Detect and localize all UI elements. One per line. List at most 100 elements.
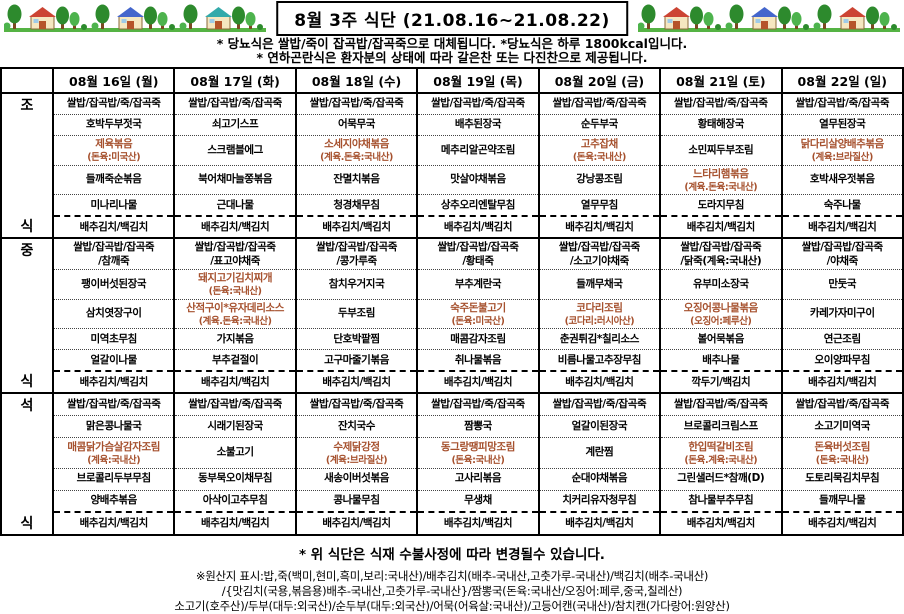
- menu-item-cell: 쌀밥/잡곡밥/잡곡죽/닭죽(계육:국내산): [659, 237, 782, 270]
- menu-item-cell: 들깨무채국: [537, 269, 661, 300]
- meal-label-char: 조: [20, 98, 34, 114]
- menu-item-cell: 얼갈이나물: [51, 349, 175, 372]
- menu-item-cell: 오징어콩나물볶음 (오징어:페루산): [659, 298, 782, 329]
- menu-item-cell: 닭다리살양배추볶음 (계육:브라질산): [780, 135, 903, 166]
- banner: 8월 3주 식단 (21.08.16~21.08.22): [0, 0, 904, 36]
- menu-item-cell: 쌀밥/잡곡밥/죽/잡곡죽: [294, 392, 418, 416]
- menu-item-cell: 팽이버섯된장국: [51, 269, 175, 300]
- menu-item-cell: 삼치엿장구이: [51, 298, 175, 329]
- menu-item-cell: 동부묵오이채무침: [173, 467, 296, 491]
- meal-label-char: 석: [20, 398, 34, 415]
- menu-item-cell: 단호박팥찜: [294, 328, 418, 350]
- menu-item-cell: 맛살야채볶음: [416, 164, 539, 195]
- menu-item-cell: 고추잡채 (돈육:국내산): [537, 135, 661, 166]
- menu-item-cell: 느타리햄볶음 (계육.돈육:국내산): [659, 164, 782, 195]
- menu-item-cell: 메추리알곤약조림: [416, 135, 539, 166]
- day-header-4: 08월 20일 (금): [537, 68, 661, 94]
- menu-item-cell: 산적구이*유자데리소스 (계육.돈육:국내산): [173, 298, 296, 329]
- menu-item-cell: 들깨죽순볶음: [51, 164, 175, 195]
- menu-row: 양배추볶음 아삭이고추무침 콩나물무침 무생채 치커리유자청무침 참나물부추무침 들깨무나물: [1, 489, 903, 513]
- menu-item-cell: 어묵무국: [294, 114, 418, 136]
- menu-item-cell: 쌀밥/잡곡밥/잡곡죽/참깨죽: [51, 237, 175, 270]
- menu-item-cell: 매콤닭가슴살감자조림 (계육:국내산): [51, 436, 175, 469]
- houses-trees-decoration-left: [4, 4, 266, 32]
- menu-item-cell: 쌀밥/잡곡밥/잡곡죽/소고기야채죽: [537, 237, 661, 270]
- meal-label-char: 식: [20, 219, 34, 236]
- menu-item-cell: 쌀밥/잡곡밥/죽/잡곡죽: [780, 92, 903, 115]
- menu-item-cell: 배추김치/백김치: [416, 215, 539, 239]
- menu-item-cell: 두부조림: [294, 298, 418, 329]
- day-header-0: 08월 16일 (월): [51, 68, 175, 94]
- menu-item-cell: 소세지야채볶음 (계육.돈육:국내산): [294, 135, 418, 166]
- menu-item-cell: 미역초무침: [51, 328, 175, 350]
- menu-row: 배추김치/백김치 배추김치/백김치 배추김치/백김치 배추김치/백김치 배추김치/백김치…: [1, 511, 903, 536]
- menu-row: 조 식 쌀밥/잡곡밥/죽/잡곡죽 쌀밥/잡곡밥/죽/잡곡죽 쌀밥/잡곡밥/죽/잡곡죽 쌀밥…: [0, 91, 903, 239]
- menu-item-cell: 카레가자미구이: [780, 298, 903, 329]
- menu-item-cell: 새송이버섯볶음: [294, 467, 418, 491]
- menu-item-cell: 브로콜리두부무침: [51, 467, 175, 491]
- menu-item-cell: 배추김치/백김치: [537, 370, 661, 394]
- menu-item-cell: 배추김치/백김치: [173, 370, 296, 394]
- menu-item-cell: 아삭이고추무침: [173, 489, 296, 513]
- page-title: 8월 3주 식단 (21.08.16~21.08.22): [276, 1, 628, 36]
- menu-item-cell: 오이양파무침: [780, 349, 903, 372]
- day-header-row: 08월 16일 (월) 08월 17일 (화) 08월 18일 (수) 08월 19일…: [0, 68, 903, 94]
- day-header-6: 08월 22일 (일): [780, 68, 903, 94]
- menu-item-cell: 코다리조림 (코다리:러시아산): [537, 298, 661, 329]
- menu-item-cell: 쌀밥/잡곡밥/잡곡죽/야채죽: [780, 237, 903, 270]
- menu-item-cell: 유부미소장국: [659, 269, 782, 300]
- day-header-2: 08월 18일 (수): [294, 68, 418, 94]
- menu-item-cell: 배추김치/백김치: [780, 370, 903, 394]
- menu-item-cell: 미나리나물: [51, 194, 175, 217]
- menu-item-cell: 배추김치/백김치: [659, 511, 782, 536]
- menu-item-cell: 가지볶음: [173, 328, 296, 350]
- menu-item-cell: 들깨무나물: [780, 489, 903, 513]
- menu-item-cell: 배추김치/백김치: [51, 511, 175, 536]
- origin-line: 소고기(호주산)/두부(대두:외국산)/순두부(대두:외국산)/어묵(어육살:국…: [174, 599, 730, 614]
- origin-line: ※원산지 표시:밥,죽(백미,현미,흑미,보리:국내산)/배추김치(배추-국내산…: [195, 569, 709, 584]
- meal-label-char: 식: [20, 374, 34, 391]
- day-header-3: 08월 19일 (목): [416, 68, 539, 94]
- menu-row: 팽이버섯된장국 돼지고기김치찌개 (돈육:국내산) 참치우거지국 부추계란국 들깨무채국 유…: [1, 269, 903, 300]
- menu-item-cell: 동그랑땡피망조림 (돈육:국내산): [416, 436, 539, 469]
- menu-item-cell: 소민찌두부조림: [659, 135, 782, 166]
- menu-row: 맑은콩나물국 시래기된장국 잔치국수 짬뽕국 얼갈이된장국 브로콜리크림스프 소고기미역국: [1, 415, 903, 438]
- menu-item-cell: 배추된장국: [416, 114, 539, 136]
- menu-item-cell: 숙주돈불고기 (돈육:미국산): [416, 298, 539, 329]
- menu-row: 배추김치/백김치 배추김치/백김치 배추김치/백김치 배추김치/백김치 배추김치/백김치…: [1, 215, 903, 239]
- menu-item-cell: 배추김치/백김치: [416, 511, 539, 536]
- meal-label-char: 중: [20, 243, 34, 260]
- menu-item-cell: 강낭콩조림: [537, 164, 661, 195]
- menu-item-cell: 쇠고기스프: [173, 114, 296, 136]
- menu-item-cell: 배추김치/백김치: [173, 215, 296, 239]
- menu-row: 호박두부젓국 쇠고기스프 어묵무국 배추된장국 순두부국 황태해장국 열무된장국: [1, 114, 903, 136]
- menu-row: 배추김치/백김치 배추김치/백김치 배추김치/백김치 배추김치/백김치 배추김치/백김치…: [1, 370, 903, 394]
- menu-row: 브로콜리두부무침 동부묵오이채무침 새송이버섯볶음 고사리볶음 순대야채볶음 그린샐러드*…: [1, 467, 903, 491]
- menu-item-cell: 잔치국수: [294, 415, 418, 438]
- menu-row: 중 식 쌀밥/잡곡밥/잡곡죽/참깨죽 쌀밥/잡곡밥/잡곡죽/표고야채죽 쌀밥/잡곡밥/잡…: [0, 237, 903, 394]
- menu-item-cell: 돈육버섯조림 (돈육:국내산): [780, 436, 903, 469]
- menu-item-cell: 쌀밥/잡곡밥/죽/잡곡죽: [173, 392, 296, 416]
- table-header: 08월 16일 (월) 08월 17일 (화) 08월 18일 (수) 08월 19일…: [0, 68, 903, 94]
- menu-item-cell: 얼갈이된장국: [537, 415, 661, 438]
- menu-item-cell: 부추계란국: [416, 269, 539, 300]
- menu-table: 08월 16일 (월) 08월 17일 (화) 08월 18일 (수) 08월 19일…: [0, 67, 904, 537]
- menu-item-cell: 수제닭강정 (계육:브라질산): [294, 436, 418, 469]
- menu-item-cell: 북어채마늘쫑볶음: [173, 164, 296, 195]
- menu-item-cell: 제육볶음 (돈육:미국산): [51, 135, 175, 166]
- menu-item-cell: 열무무침: [537, 194, 661, 217]
- menu-item-cell: 깍두기/백김치: [659, 370, 782, 394]
- menu-item-cell: 쌀밥/잡곡밥/죽/잡곡죽: [416, 92, 539, 115]
- menu-item-cell: 잔멸치볶음: [294, 164, 418, 195]
- menu-row: 매콤닭가슴살감자조림 (계육:국내산) 소불고기 수제닭강정 (계육:브라질산) 동그랑땡…: [1, 436, 903, 469]
- menu-item-cell: 배추김치/백김치: [294, 215, 418, 239]
- menu-item-cell: 쌀밥/잡곡밥/잡곡죽/황태죽: [416, 237, 539, 270]
- menu-item-cell: 소불고기: [173, 436, 296, 469]
- corner-cell: [0, 68, 53, 94]
- menu-item-cell: 쌀밥/잡곡밥/잡곡죽/콩가루죽: [294, 237, 418, 270]
- menu-item-cell: 배추김치/백김치: [780, 511, 903, 536]
- menu-item-cell: 취나물볶음: [416, 349, 539, 372]
- menu-item-cell: 쌀밥/잡곡밥/잡곡죽/표고야채죽: [173, 237, 296, 270]
